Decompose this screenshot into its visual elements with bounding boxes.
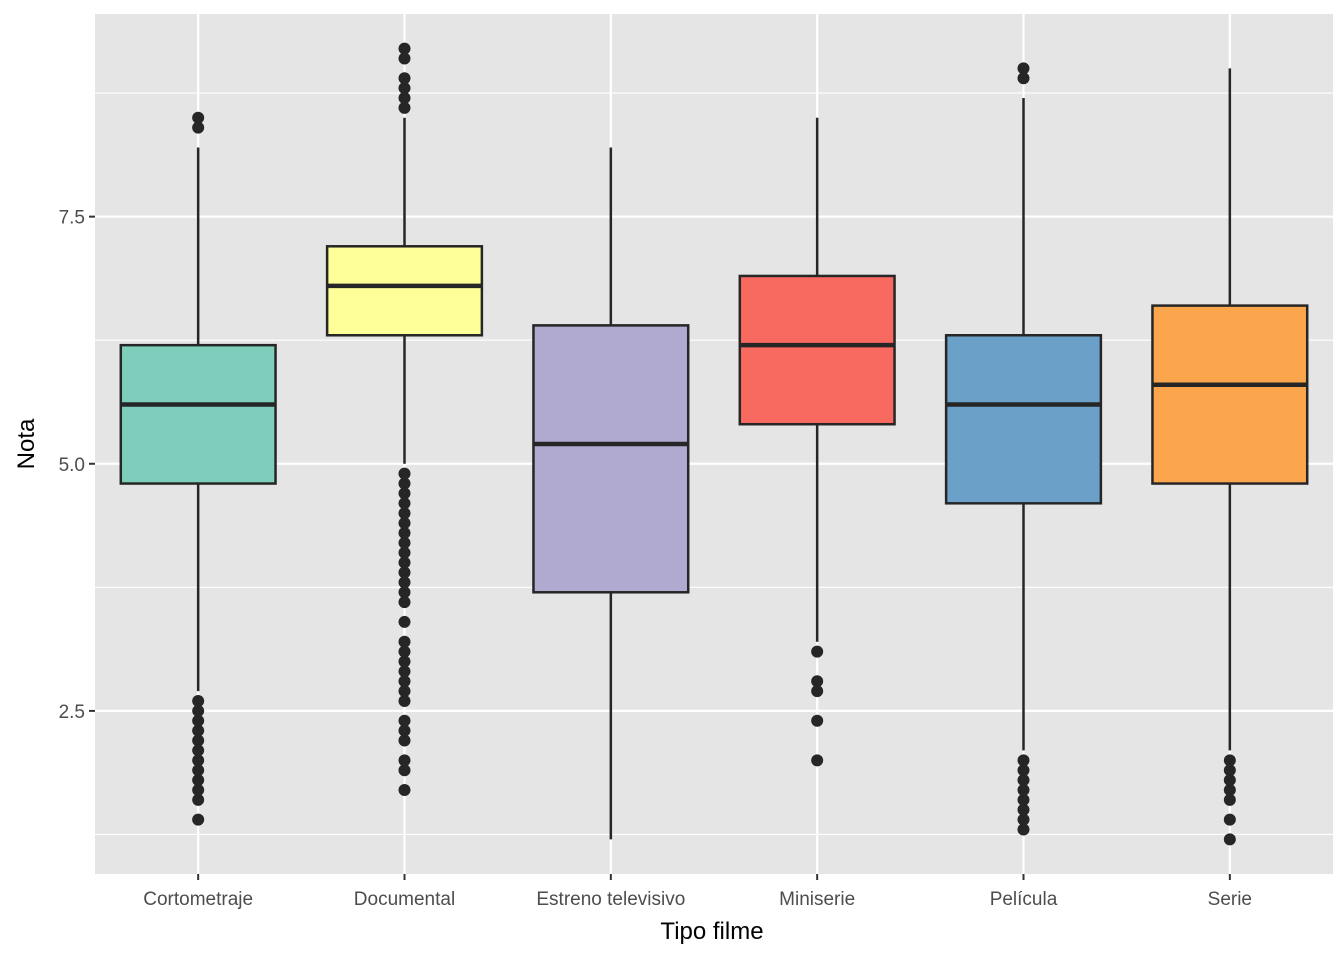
outlier-point [192, 714, 205, 727]
outlier-point [398, 665, 411, 678]
outlier-point [398, 497, 411, 510]
outlier-point [1017, 803, 1030, 816]
outlier-point [811, 754, 824, 767]
outlier-point [192, 734, 205, 747]
plot-panel [95, 14, 1333, 874]
outlier-point [1017, 813, 1030, 826]
outlier-point [1223, 793, 1236, 806]
x-tick-label: Miniserie [779, 889, 855, 910]
iqr-box [944, 334, 1103, 505]
outlier-point [398, 467, 411, 480]
outlier-point [398, 556, 411, 569]
outlier-point [1017, 754, 1030, 767]
outlier-point [192, 704, 205, 717]
outlier-point [398, 675, 411, 688]
outlier-point [811, 645, 824, 658]
box-group [532, 147, 690, 840]
outlier-point [398, 517, 411, 530]
outlier-point [192, 813, 205, 826]
outlier-point [192, 754, 205, 767]
outlier-point [192, 121, 205, 134]
box-group [325, 42, 484, 796]
x-axis-title: Tipo filme [660, 918, 763, 945]
y-axis: 2.5 5.0 7.5 [59, 208, 95, 723]
outlier-point [811, 675, 824, 688]
outlier-point [1017, 764, 1030, 777]
outlier-point [398, 783, 411, 796]
outlier-point [398, 477, 411, 490]
outlier-point [398, 586, 411, 599]
outlier-point [398, 526, 411, 539]
box-group [1151, 68, 1309, 846]
iqr-box [1151, 304, 1309, 485]
outlier-point [192, 764, 205, 777]
box-group [738, 117, 896, 767]
y-tick-label: 5.0 [59, 455, 85, 476]
outlier-point [398, 487, 411, 500]
y-axis-title: Nota [13, 418, 40, 469]
outlier-point [398, 754, 411, 767]
y-tick-label: 7.5 [59, 208, 85, 229]
outlier-point [398, 507, 411, 520]
outlier-point [1223, 833, 1236, 846]
iqr-box [738, 274, 896, 426]
outlier-point [398, 546, 411, 559]
outlier-point [811, 685, 824, 698]
iqr-box [325, 245, 484, 337]
outlier-point [398, 92, 411, 105]
x-tick-label: Documental [354, 889, 455, 910]
outlier-point [398, 764, 411, 777]
outlier-point [398, 714, 411, 727]
outlier-point [192, 774, 205, 787]
outlier-point [398, 82, 411, 95]
y-tick-label: 2.5 [59, 702, 85, 723]
boxes-layer [119, 42, 1309, 846]
outlier-point [1223, 774, 1236, 787]
x-tick-label: Película [990, 889, 1058, 910]
outlier-point [398, 52, 411, 65]
outlier-point [398, 536, 411, 549]
iqr-box [119, 343, 277, 485]
outlier-point [1223, 754, 1236, 767]
outlier-point [398, 596, 411, 609]
outlier-point [192, 695, 205, 708]
outlier-point [398, 655, 411, 668]
x-axis: Cortometraje Documental Estreno televisivo… [143, 874, 1252, 910]
outlier-point [398, 72, 411, 85]
outlier-point [398, 566, 411, 579]
outlier-point [398, 695, 411, 708]
outlier-point [1017, 823, 1030, 836]
outlier-point [192, 744, 205, 757]
outlier-point [1017, 774, 1030, 787]
outlier-point [192, 783, 205, 796]
box-group [944, 62, 1103, 836]
outlier-point [1017, 62, 1030, 75]
outlier-point [398, 685, 411, 698]
x-tick-label: Cortometraje [143, 889, 253, 910]
outlier-point [398, 615, 411, 628]
outlier-point [1017, 793, 1030, 806]
outlier-point [1017, 72, 1030, 85]
outlier-point [811, 714, 824, 727]
outlier-point [1017, 783, 1030, 796]
outlier-point [398, 724, 411, 737]
outlier-point [398, 42, 411, 55]
outlier-point [398, 101, 411, 114]
iqr-box [532, 324, 690, 594]
outlier-point [192, 793, 205, 806]
outlier-point [398, 635, 411, 648]
x-tick-label: Serie [1208, 889, 1252, 910]
outlier-point [398, 645, 411, 658]
outlier-point [398, 734, 411, 747]
x-tick-label: Estreno televisivo [536, 889, 685, 910]
outlier-point [1223, 813, 1236, 826]
box-group [119, 111, 277, 826]
outlier-point [398, 576, 411, 589]
outlier-point [192, 111, 205, 124]
outlier-point [1223, 764, 1236, 777]
outlier-point [192, 724, 205, 737]
outlier-point [1223, 783, 1236, 796]
